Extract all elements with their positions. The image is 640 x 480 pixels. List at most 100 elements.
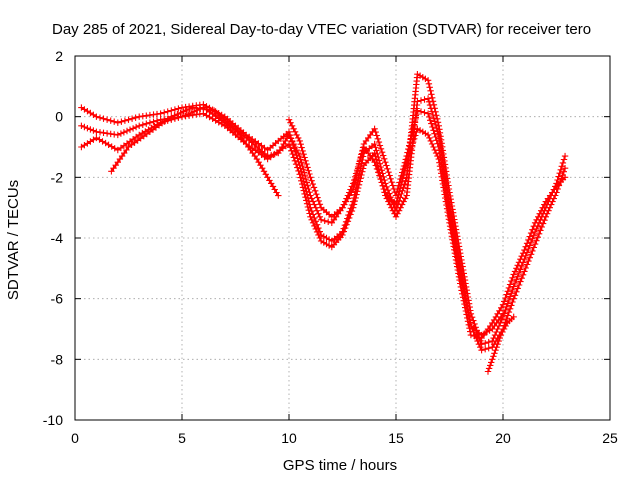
data-point [460,282,467,289]
chart-title: Day 285 of 2021, Sidereal Day-to-day VTE… [52,21,591,38]
data-point [353,172,360,179]
data-point [434,140,441,147]
data-point [177,109,184,116]
data-point [546,204,553,211]
data-point [514,285,521,292]
data-point [90,127,97,134]
data-point [111,118,118,125]
data-point [492,347,499,354]
data-point [437,154,444,161]
data-point [168,107,175,114]
data-point [508,302,515,309]
data-point [386,201,394,208]
data-point [502,294,509,302]
data-point [126,126,134,133]
data-point [454,257,461,265]
data-point [355,161,363,169]
data-point [422,75,429,82]
data-point [506,305,514,312]
data-point [560,156,568,163]
data-point [340,228,347,235]
data-point [416,72,424,79]
data-point [517,266,524,273]
data-point [291,157,299,164]
data-point [447,217,454,224]
series-group [78,104,569,342]
data-point [525,236,532,244]
data-point [514,262,521,269]
data-point [527,229,535,237]
data-point [513,265,520,272]
data-point [307,213,314,220]
data-point [325,242,333,249]
y-tick-label: 0 [55,109,63,125]
data-point [436,150,444,158]
data-point [312,204,319,211]
data-point [457,274,465,281]
data-point [304,164,311,171]
data-point [397,175,404,183]
data-point [311,201,318,208]
data-point [87,126,94,133]
data-point [506,281,514,288]
data-point [100,115,107,122]
data-point [383,162,390,169]
data-point [478,347,485,354]
data-point [414,107,421,114]
data-point [374,135,381,142]
data-point [387,175,394,182]
data-point [290,140,297,148]
data-point [527,251,535,258]
data-point [357,154,364,162]
data-point [444,196,451,203]
data-point [308,195,315,202]
data-point [560,168,567,175]
data-point [312,225,319,233]
data-point [296,171,303,178]
data-point [356,158,363,165]
data-point [455,264,463,271]
data-point [183,107,190,114]
data-point [421,109,428,116]
data-point [538,223,545,231]
data-point [541,201,548,208]
data-point [298,159,305,166]
data-point [489,356,496,363]
data-point [529,247,536,255]
data-point [354,165,362,172]
data-point [293,131,300,139]
data-point [376,142,384,149]
data-point [96,114,104,121]
data-point [118,118,125,125]
data-point [449,230,457,238]
data-point [308,177,315,184]
data-point [432,121,440,129]
data-point [402,156,409,163]
data-point [300,166,307,173]
data-point [459,285,467,292]
data-point [188,109,195,116]
data-point [422,130,429,137]
data-point [312,187,319,194]
data-point [426,134,433,142]
data-point [439,168,446,175]
data-point [372,162,379,169]
data-point [416,127,424,134]
data-point [300,187,307,194]
data-point [181,112,189,119]
data-point [429,111,437,119]
data-point [522,264,529,272]
data-point [350,182,358,190]
data-point [325,218,332,225]
data-point [513,288,520,295]
data-point [433,137,440,144]
data-point [315,197,322,205]
data-point [449,227,456,234]
data-point [515,259,523,266]
data-point [288,122,296,129]
data-point [452,244,459,251]
data-point [558,163,565,170]
data-point [306,189,313,196]
data-point [348,207,356,215]
data-point [128,115,136,122]
